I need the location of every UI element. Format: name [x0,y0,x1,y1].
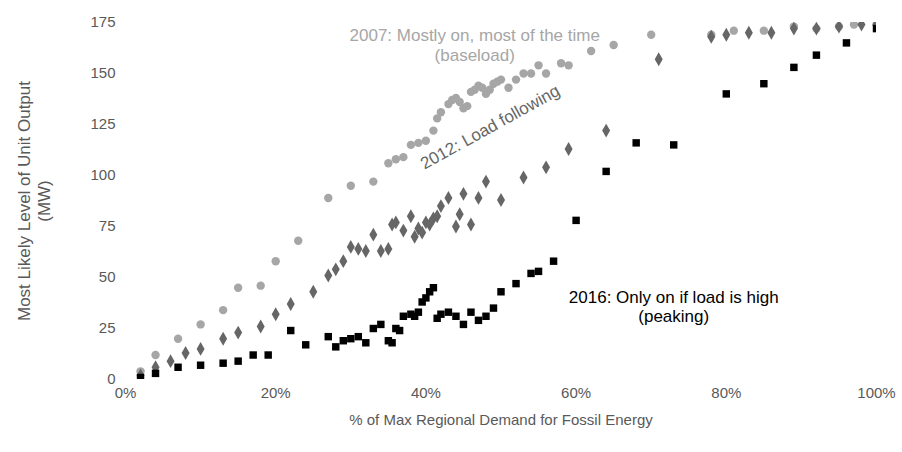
svg-text:50: 50 [99,268,116,285]
svg-text:175: 175 [90,13,115,30]
svg-text:2012: Load following: 2012: Load following [417,81,563,173]
svg-text:25: 25 [99,319,116,336]
svg-text:60%: 60% [561,384,591,401]
svg-text:40%: 40% [411,384,441,401]
svg-text:2007: Mostly on, most of the t: 2007: Mostly on, most of the time(baselo… [350,26,600,65]
svg-text:150: 150 [90,64,115,81]
svg-text:125: 125 [90,115,115,132]
svg-text:20%: 20% [261,384,291,401]
svg-text:100%: 100% [857,384,895,401]
svg-text:0: 0 [107,370,116,388]
svg-text:75: 75 [99,217,116,234]
svg-text:Most Likely Level of Unit Outp: Most Likely Level of Unit Output(MW) [15,81,54,321]
svg-text:2016: Only on if load is high(: 2016: Only on if load is high(peaking) [569,288,779,327]
svg-text:0%: 0% [115,384,137,401]
svg-text:100: 100 [90,166,115,183]
svg-text:% of Max Regional Demand for F: % of Max Regional Demand for Fossil Ener… [349,411,653,428]
svg-text:80%: 80% [711,384,741,401]
